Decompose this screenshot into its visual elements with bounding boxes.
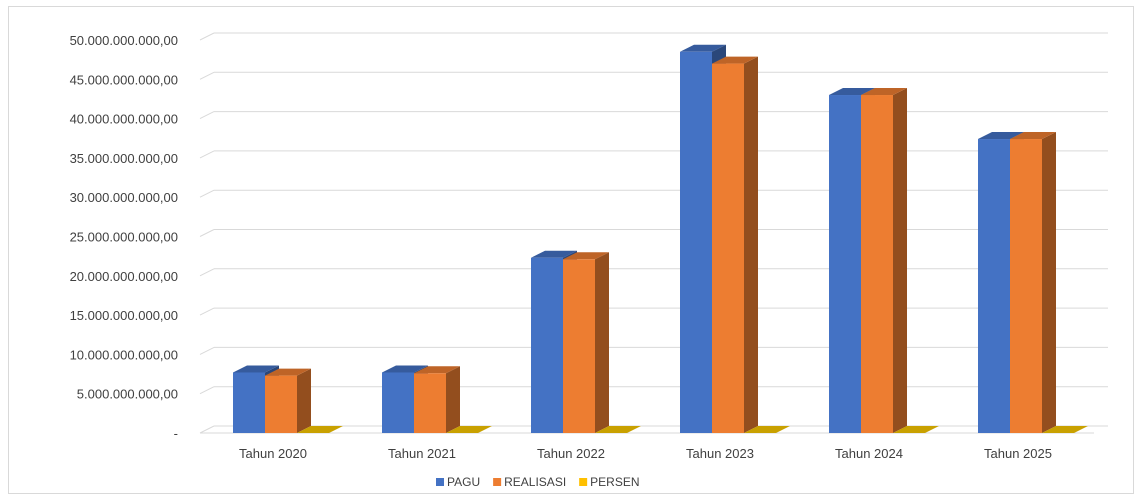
bar-persen — [595, 426, 641, 433]
bar-realisasi — [861, 95, 893, 434]
bar-realisasi — [1010, 139, 1042, 433]
legend-label-realisasi: REALISASI — [504, 475, 566, 489]
legend-label-persen: PERSEN — [590, 475, 639, 489]
bar-top — [233, 365, 279, 373]
x-category-label: Tahun 2025 — [984, 446, 1052, 461]
y-tick-label: 20.000.000.000,00 — [70, 269, 178, 284]
gridline-depth — [199, 71, 215, 80]
legend-swatch-pagu — [436, 478, 444, 486]
y-tick-label: 50.000.000.000,00 — [70, 33, 178, 48]
bar-pagu — [382, 372, 414, 433]
bar-top — [414, 366, 460, 374]
x-category-label: Tahun 2022 — [537, 446, 605, 461]
bar-top — [829, 88, 875, 96]
gridline-depth — [199, 229, 215, 237]
bar-persen — [297, 426, 343, 433]
bar-top — [861, 88, 907, 96]
x-category-label: Tahun 2020 — [239, 446, 307, 461]
y-tick-label: 10.000.000.000,00 — [70, 347, 178, 362]
gridline-depth — [199, 32, 215, 41]
y-tick-label: 25.000.000.000,00 — [70, 230, 178, 245]
bar-realisasi — [712, 63, 744, 433]
y-tick-label: 40.000.000.000,00 — [70, 112, 178, 127]
legend-swatch-realisasi — [493, 478, 502, 486]
bar-side — [744, 56, 758, 433]
y-tick-label: - — [174, 426, 178, 441]
y-tick-label: 45.000.000.000,00 — [70, 72, 178, 87]
bar-pagu — [829, 95, 861, 434]
gridline-depth — [199, 346, 215, 355]
legend-swatch-persen — [579, 478, 588, 486]
legend-label-pagu: PAGU — [447, 475, 480, 489]
x-category-label: Tahun 2023 — [686, 446, 754, 461]
x-category-label: Tahun 2021 — [388, 446, 456, 461]
bar-realisasi — [414, 373, 446, 433]
x-category-label: Tahun 2024 — [835, 446, 903, 461]
bar-side — [1042, 132, 1056, 433]
bar-pagu — [531, 257, 563, 433]
bar-top — [1010, 132, 1056, 140]
bar-persen — [446, 426, 492, 433]
gridline-depth — [199, 111, 215, 120]
bar-pagu — [680, 51, 712, 433]
bar-top — [978, 132, 1024, 140]
gridline-depth — [199, 150, 215, 159]
y-tick-label: 30.000.000.000,00 — [70, 190, 178, 205]
bar-pagu — [978, 139, 1010, 433]
bar-top — [712, 56, 758, 64]
bar-top — [680, 44, 726, 52]
gridline-depth — [199, 425, 215, 434]
y-tick-label: 15.000.000.000,00 — [70, 308, 178, 323]
y-tick-label: 35.000.000.000,00 — [70, 151, 178, 166]
bar-side — [595, 252, 609, 433]
bar-persen — [1042, 426, 1088, 433]
y-tick-label: 5.000.000.000,00 — [77, 387, 178, 402]
gridline-depth — [199, 386, 215, 395]
bar-realisasi — [265, 375, 297, 433]
bar-side — [297, 368, 311, 433]
bar-persen — [744, 426, 790, 433]
bar-top — [531, 250, 577, 258]
bar-persen — [893, 426, 939, 433]
bar-side — [446, 366, 460, 433]
bar-pagu — [233, 372, 265, 433]
bar-top — [563, 252, 609, 260]
bar-top — [265, 368, 311, 376]
bar-realisasi — [563, 259, 595, 433]
bar-top — [382, 365, 428, 373]
gridline-depth — [199, 307, 215, 316]
gridline-depth — [199, 189, 215, 198]
gridline-depth — [199, 268, 215, 277]
bar-side — [893, 88, 907, 434]
